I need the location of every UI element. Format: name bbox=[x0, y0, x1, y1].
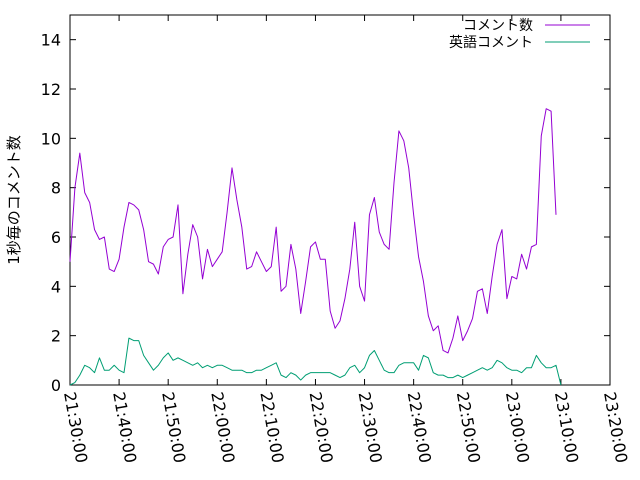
x-tick-label: 22:00:00 bbox=[207, 390, 238, 464]
legend-label-1: 英語コメント bbox=[449, 34, 533, 51]
series-line-0 bbox=[69, 108, 557, 354]
y-tick-label: 10 bbox=[41, 129, 61, 148]
x-tick-label: 21:50:00 bbox=[158, 390, 189, 464]
axis-ticks: 0 2 4 6 8 10 12 14 21:30:00 21:40:00 21:50:00 22:00… bbox=[41, 15, 631, 464]
series-line-1 bbox=[69, 337, 562, 386]
y-tick-label: 8 bbox=[51, 179, 61, 198]
x-tick-label: 22:30:00 bbox=[355, 390, 386, 464]
series-lines bbox=[69, 108, 562, 386]
plot-frame bbox=[69, 14, 611, 386]
x-tick-label: 21:40:00 bbox=[109, 390, 140, 464]
y-tick-label: 2 bbox=[51, 327, 61, 346]
x-tick-label: 22:20:00 bbox=[306, 390, 337, 464]
x-tick-label: 23:00:00 bbox=[502, 390, 533, 464]
y-axis-label: 1秒毎のコメント数 bbox=[5, 135, 23, 265]
y-tick-label: 6 bbox=[51, 228, 61, 247]
x-tick-label: 22:40:00 bbox=[404, 390, 435, 464]
y-tick-label: 14 bbox=[41, 31, 61, 50]
y-tick-label: 4 bbox=[51, 277, 61, 296]
legend-label-0: コメント数 bbox=[463, 18, 533, 34]
x-tick-label: 21:30:00 bbox=[60, 390, 91, 464]
x-tick-label: 23:20:00 bbox=[600, 390, 631, 464]
y-tick-label: 12 bbox=[41, 80, 61, 99]
x-tick-label: 23:10:00 bbox=[551, 390, 582, 464]
y-tick-label: 0 bbox=[51, 376, 61, 395]
x-tick-label: 22:10:00 bbox=[256, 390, 287, 464]
x-tick-label: 22:50:00 bbox=[453, 390, 484, 464]
